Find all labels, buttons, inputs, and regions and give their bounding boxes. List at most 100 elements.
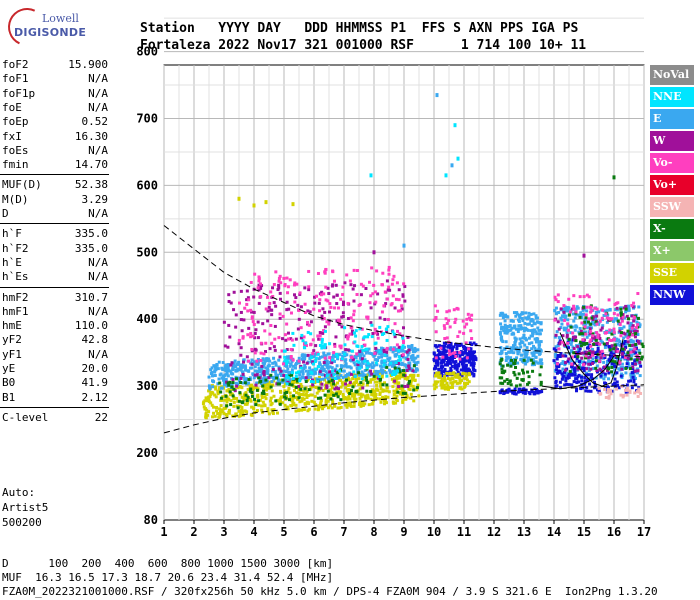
data-point-sse (438, 374, 442, 378)
data-point-e (274, 362, 278, 366)
data-point-sse (411, 384, 415, 388)
data-point-vo (400, 304, 404, 308)
param-value: 15.900 (68, 58, 108, 71)
data-point-sse (436, 374, 440, 378)
data-point-x (517, 372, 521, 376)
data-point-sse (302, 397, 306, 401)
data-point-sse (290, 399, 294, 403)
data-point-x (629, 357, 633, 361)
data-point-vo (455, 306, 459, 310)
data-point-e (561, 314, 565, 318)
data-point-sse (443, 375, 447, 379)
data-point-sse (282, 385, 286, 389)
data-point-e (267, 363, 271, 367)
data-point-nne (320, 346, 324, 350)
data-point-e (254, 362, 258, 366)
data-point-e (522, 333, 526, 337)
data-point-e (264, 357, 268, 361)
data-point-e (403, 363, 407, 367)
data-point-sse (439, 379, 443, 383)
data-point-e (513, 343, 517, 347)
data-point-nnw (622, 342, 626, 346)
data-point-sse (284, 382, 288, 386)
data-point-sse (257, 403, 261, 407)
data-point-e (376, 372, 380, 376)
data-point-w (318, 370, 322, 374)
data-point-x (531, 369, 535, 373)
data-point-vo (587, 295, 591, 299)
data-point-nnw (434, 366, 438, 370)
data-point-sse (260, 408, 264, 412)
param-row-hf: h`F 335.0 (2, 227, 108, 241)
data-point-ssw (621, 395, 625, 399)
data-point-e (303, 364, 307, 368)
data-point-w (631, 305, 635, 309)
data-point-nnw (452, 345, 456, 349)
data-point-sse (245, 397, 249, 401)
data-point-vo (352, 268, 356, 272)
data-point-ssw (609, 392, 613, 396)
data-point-e (531, 328, 535, 332)
data-point-e (563, 316, 567, 320)
data-point-nnw (575, 387, 579, 391)
data-point-vo (280, 349, 284, 353)
data-point-nnw (434, 359, 438, 363)
data-point-sse (297, 392, 301, 396)
data-point-x (526, 370, 530, 374)
data-point-w (299, 336, 303, 340)
data-point-w (297, 317, 301, 321)
data-point-e (636, 333, 640, 337)
data-point-e (408, 346, 412, 350)
data-point-e (361, 373, 365, 377)
data-point-nnw (595, 388, 599, 392)
data-point-e (605, 320, 609, 324)
data-point-vo (281, 362, 285, 366)
data-point-vo (600, 349, 604, 353)
data-point-vo (325, 320, 329, 324)
data-point-e (323, 375, 327, 379)
data-point-x (365, 378, 369, 382)
data-point-e (288, 364, 292, 368)
data-point-e (633, 376, 637, 380)
legend-item-sse: SSE (650, 263, 694, 283)
y-tick-label: 800 (136, 45, 158, 59)
data-point-x (226, 381, 230, 385)
data-point-x (613, 360, 617, 364)
data-point-vo (298, 291, 302, 295)
data-point-e (617, 367, 621, 371)
data-point-x (357, 371, 361, 375)
data-point-w (356, 362, 360, 366)
data-point-sse (395, 394, 399, 398)
data-point-vo (339, 344, 343, 348)
data-point-sse (361, 403, 365, 407)
data-point-e (243, 368, 247, 372)
data-point-e (311, 368, 315, 372)
data-point-x (590, 316, 594, 320)
data-point-e (602, 377, 606, 381)
data-point-x (610, 359, 614, 363)
data-point-x (589, 322, 593, 326)
data-point-nnw (574, 389, 578, 393)
data-point-e (591, 357, 595, 361)
data-point-e (360, 370, 364, 374)
data-point-w (586, 356, 590, 360)
data-point-sse (218, 410, 222, 414)
data-point-nnw (455, 368, 459, 372)
data-point-e (270, 380, 274, 384)
data-point-sse (458, 378, 462, 382)
data-point-nnw (583, 382, 587, 386)
data-point-e (330, 366, 334, 370)
data-point-sse (416, 383, 420, 387)
data-point-e (302, 366, 306, 370)
data-point-nnw (572, 380, 576, 384)
data-point-nnw (607, 344, 611, 348)
param-name: h`E (2, 255, 22, 269)
data-point-x (634, 331, 638, 335)
data-point-w (317, 337, 321, 341)
data-point-vo (581, 363, 585, 367)
data-point-w (615, 306, 619, 310)
data-point-w (558, 342, 562, 346)
data-point-sse (310, 393, 314, 397)
data-point-e (336, 357, 340, 361)
data-point-sse (300, 408, 304, 412)
